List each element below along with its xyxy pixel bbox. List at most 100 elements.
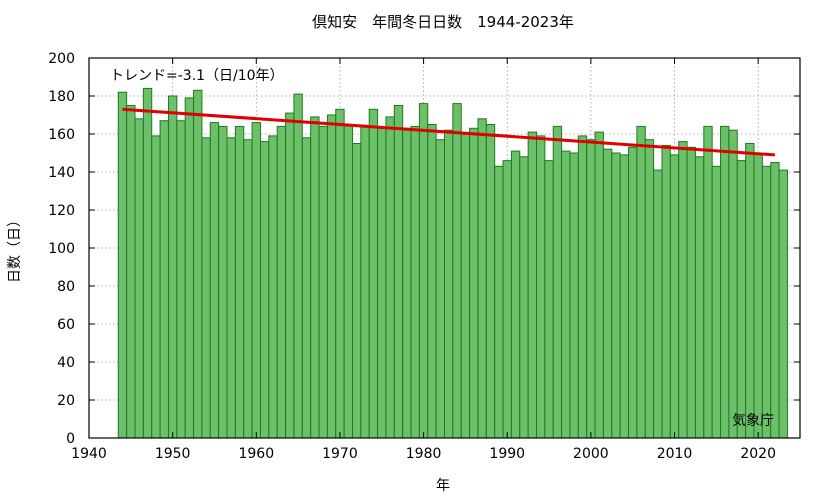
axis-ticks	[88, 57, 800, 439]
y-tick-label: 0	[66, 431, 75, 447]
bar-1994	[536, 135, 546, 439]
y-tick-label: 60	[57, 317, 75, 333]
y-tick-label: 180	[48, 89, 75, 105]
bar-1972	[351, 143, 362, 439]
bar-1981	[427, 124, 437, 439]
bar-1965	[293, 93, 303, 439]
y-tick-label: 80	[57, 279, 75, 295]
bar-2021	[761, 165, 772, 439]
bar-1962	[268, 135, 278, 439]
bar-1971	[343, 124, 353, 439]
bar-1955	[209, 122, 220, 439]
bar-2008	[653, 169, 663, 439]
bar-2020	[753, 152, 763, 439]
bar-1990	[502, 160, 512, 439]
bar-1958	[234, 125, 245, 439]
bar-2005	[628, 146, 638, 439]
bar-1951	[176, 120, 186, 439]
bar-1950	[167, 95, 178, 439]
bar-2015	[711, 165, 722, 439]
bar-2010	[669, 154, 680, 439]
bar-1964	[285, 112, 295, 439]
y-axis-label: 日数（日）	[7, 213, 23, 283]
bar-2000	[586, 139, 596, 439]
bar-1946	[134, 118, 144, 439]
x-tick-label: 2010	[657, 446, 693, 462]
bar-1980	[418, 103, 429, 439]
bar-2001	[594, 131, 604, 439]
bar-1947	[142, 87, 153, 439]
bar-2004	[619, 154, 630, 439]
x-tick-label: 2000	[573, 446, 609, 462]
bar-1993	[527, 131, 538, 439]
y-tick-label: 140	[48, 165, 75, 181]
bar-2019	[745, 143, 755, 439]
bar-1987	[477, 118, 487, 439]
bar-2009	[661, 144, 671, 439]
bar-1979	[410, 125, 420, 439]
bar-1961	[259, 141, 270, 439]
x-tick-label: 1940	[71, 446, 107, 462]
y-tick-label: 120	[48, 203, 75, 219]
bar-1973	[360, 125, 370, 439]
x-tick-label: 2020	[740, 446, 776, 462]
bar-1975	[377, 127, 387, 439]
bar-1989	[494, 165, 504, 439]
bar-2022	[770, 162, 780, 439]
y-tick-label: 20	[57, 393, 75, 409]
bar-1956	[218, 125, 228, 439]
bar-1988	[485, 124, 496, 439]
bar-1974	[368, 108, 379, 439]
x-tick-label: 1980	[406, 446, 442, 462]
bar-2018	[736, 160, 747, 439]
y-tick-label: 160	[48, 127, 75, 143]
trend-line	[122, 107, 776, 157]
bar-2003	[611, 152, 621, 439]
bar-1952	[184, 97, 195, 439]
bar-1960	[251, 122, 261, 439]
trend-annotation: トレンド=-3.1（日/10年）	[110, 68, 284, 84]
bar-1984	[452, 103, 462, 439]
source-label: 気象庁	[732, 413, 774, 429]
bar-1985	[460, 133, 471, 439]
y-tick-label: 40	[57, 355, 75, 371]
bar-2002	[602, 148, 613, 439]
trend-line-group	[122, 107, 776, 157]
bar-1978	[402, 127, 412, 439]
x-tick-label: 1950	[155, 446, 191, 462]
bar-1966	[301, 137, 312, 439]
bars	[117, 87, 788, 439]
bar-2006	[636, 125, 646, 439]
bar-1986	[469, 127, 479, 439]
y-tick-label: 100	[48, 241, 75, 257]
x-axis-label: 年	[436, 478, 450, 494]
bar-1991	[510, 150, 521, 439]
bar-2014	[703, 125, 713, 439]
bar-1967	[310, 116, 320, 439]
bar-1997	[561, 150, 571, 439]
bar-1995	[544, 160, 554, 439]
bar-1992	[519, 156, 529, 439]
x-tick-label: 1960	[238, 446, 274, 462]
x-tick-label: 1970	[322, 446, 358, 462]
x-tick-label: 1990	[489, 446, 525, 462]
y-tick-label: 200	[48, 51, 75, 67]
bar-1949	[159, 120, 169, 439]
bar-1944	[117, 91, 128, 439]
bar-1998	[569, 152, 579, 439]
x-tick-labels: 1940 1950 1960 1970 1980 1990 2000 2010 2020	[71, 446, 776, 462]
bar-1948	[151, 135, 161, 439]
bar-1996	[552, 125, 563, 439]
bar-1977	[393, 105, 404, 439]
bar-1982	[435, 139, 445, 439]
bar-1963	[276, 125, 287, 439]
bar-1957	[226, 137, 236, 439]
bar-2016	[720, 125, 730, 439]
chart-title: 倶知安 年間冬日日数 1944-2023年	[312, 13, 574, 31]
bar-1969	[326, 114, 337, 439]
bar-1999	[577, 135, 588, 439]
bar-2011	[678, 141, 688, 439]
bar-1976	[385, 116, 395, 439]
bar-2013	[694, 156, 705, 439]
